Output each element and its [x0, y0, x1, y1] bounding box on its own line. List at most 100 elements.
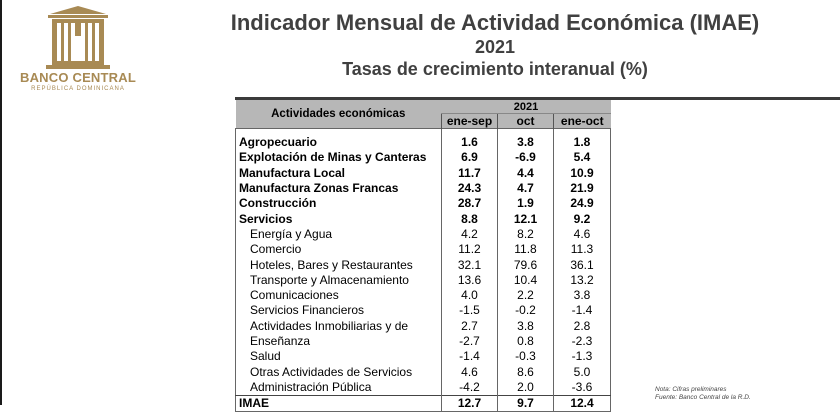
logo-bank-name: BANCO CENTRAL: [20, 70, 136, 85]
value-cell: -1.4: [552, 303, 611, 319]
value-cell: 36.1: [552, 257, 611, 273]
value-cell: 0.8: [497, 333, 554, 350]
table-row: Explotación de Minas y Canteras 6.9 -6.9 5.…: [236, 150, 611, 166]
value-cell: 4.2: [441, 226, 498, 243]
bank-logo: BANCO CENTRAL REPÚBLICA DOMINICANA: [8, 6, 148, 96]
table-row: Comercio 11.2 11.8 11.3: [236, 242, 611, 258]
value-cell: -1.5: [441, 303, 498, 319]
row-label: Actividades Inmobiliarias y de: [250, 318, 409, 333]
value-cell: 10.4: [497, 272, 554, 288]
row-label: Hoteles, Bares y Restaurantes: [250, 257, 413, 272]
table-row: Salud -1.4 -0.3 -1.3: [236, 349, 611, 365]
page-subtitle: Tasas de crecimiento interanual (%): [342, 59, 648, 79]
note-preliminary: Nota: Cifras preliminares: [655, 386, 727, 393]
value-cell: -3.6: [552, 379, 611, 396]
value-cell: 1.8: [552, 135, 611, 151]
value-cell: 11.2: [441, 242, 498, 258]
value-cell: 4.6: [552, 226, 611, 243]
value-cell: 10.9: [552, 165, 611, 181]
value-cell: 3.8: [552, 287, 611, 304]
value-cell: 2.8: [552, 318, 611, 334]
value-cell: 8.8: [441, 211, 498, 227]
value-cell: 12.4: [552, 395, 611, 412]
header-rule: [235, 97, 840, 100]
row-label: Enseñanza: [250, 334, 311, 348]
column-header-year: 2021: [441, 100, 611, 114]
note-source: Fuente: Banco Central de la R.D.: [655, 394, 751, 401]
row-label: Servicios: [239, 211, 293, 226]
value-cell: 6.9: [441, 150, 498, 166]
value-cell: 4.7: [497, 180, 554, 197]
table-body: Agropecuario 1.6 3.8 1.8 Explotación de Mina…: [235, 128, 611, 412]
value-cell: 79.6: [497, 257, 554, 273]
value-cell: 9.2: [552, 211, 611, 227]
row-label: Manufactura Zonas Francas: [239, 181, 399, 196]
header: Indicador Mensual de Actividad Económica…: [150, 10, 840, 80]
bank-building-icon: [46, 6, 110, 69]
row-label: Otras Actividades de Servicios: [250, 364, 413, 379]
row-label: Explotación de Minas y Canteras: [239, 150, 427, 165]
value-cell: 1.9: [497, 196, 554, 212]
value-cell: -6.9: [497, 150, 554, 166]
table-row: Servicios 8.8 12.1 9.2: [236, 211, 611, 227]
table-row: Actividades Inmobiliarias y de 2.7 3.8 2.8: [236, 318, 611, 334]
table-row: Energía y Agua 4.2 8.2 4.6: [236, 226, 611, 243]
column-header-ene-sep: ene-sep: [441, 113, 498, 129]
value-cell: 3.8: [497, 318, 554, 334]
page-title: Indicador Mensual de Actividad Económica…: [230, 10, 760, 35]
table-row: Manufactura Zonas Francas 24.3 4.7 21.9: [236, 180, 611, 197]
row-label: Comunicaciones: [250, 288, 339, 303]
column-header-oct: oct: [497, 113, 554, 129]
table-row: Agropecuario 1.6 3.8 1.8: [236, 135, 611, 151]
value-cell: 13.2: [552, 272, 611, 288]
row-label: Administración Pública: [250, 379, 372, 394]
value-cell: 9.7: [497, 395, 554, 412]
value-cell: 2.2: [497, 287, 554, 304]
page-left-border: [0, 0, 2, 405]
table-row: Enseñanza -2.7 0.8 -2.3: [236, 333, 611, 350]
row-label: Manufactura Local: [239, 165, 346, 180]
value-cell: 3.8: [497, 135, 554, 151]
value-cell: 11.3: [552, 242, 611, 258]
row-label: IMAE: [235, 395, 442, 412]
value-cell: -1.3: [552, 349, 611, 365]
table-row: Comunicaciones 4.0 2.2 3.8: [236, 287, 611, 304]
value-cell: 32.1: [441, 257, 498, 273]
row-label: Transporte y Almacenamiento: [250, 272, 409, 287]
value-cell: 21.9: [552, 180, 611, 197]
table-row: Servicios Financieros -1.5 -0.2 -1.4: [236, 303, 611, 319]
value-cell: -2.3: [552, 333, 611, 350]
value-cell: -2.7: [441, 333, 498, 350]
table-row: Construcción 28.7 1.9 24.9: [236, 196, 611, 212]
value-cell: 4.6: [441, 364, 498, 380]
table-row: Hoteles, Bares y Restaurantes 32.1 79.6 36.…: [236, 257, 611, 273]
value-cell: 1.6: [441, 135, 498, 151]
value-cell: -0.2: [497, 303, 554, 319]
value-cell: 4.0: [441, 287, 498, 304]
value-cell: 8.2: [497, 226, 554, 243]
logo-country: REPÚBLICA DOMINICANA: [31, 86, 125, 92]
value-cell: -1.4: [441, 349, 498, 365]
column-header-activities: Actividades económicas: [235, 100, 442, 129]
value-cell: 5.0: [552, 364, 611, 380]
table-row: Transporte y Almacenamiento 13.6 10.4 13.2: [236, 272, 611, 288]
row-label: Salud: [250, 349, 281, 364]
value-cell: 12.1: [497, 211, 554, 227]
row-label: Agropecuario: [239, 135, 318, 150]
value-cell: 24.9: [552, 196, 611, 212]
table-row: Manufactura Local 11.7 4.4 10.9: [236, 165, 611, 181]
table-row: Otras Actividades de Servicios 4.6 8.6 5.0: [236, 364, 611, 380]
value-cell: 11.8: [497, 242, 554, 258]
value-cell: 24.3: [441, 180, 498, 197]
row-label: Energía y Agua: [250, 226, 333, 241]
value-cell: -0.3: [497, 349, 554, 365]
column-header-ene-oct: ene-oct: [552, 113, 611, 129]
value-cell: 2.0: [497, 379, 554, 396]
table-row: Administración Pública -4.2 2.0 -3.6: [236, 379, 611, 396]
value-cell: 13.6: [441, 272, 498, 288]
page-year: 2021: [474, 37, 516, 57]
value-cell: 5.4: [552, 150, 611, 166]
row-label: Comercio: [250, 242, 302, 257]
row-label: Servicios Financieros: [250, 303, 365, 318]
value-cell: 2.7: [441, 318, 498, 334]
